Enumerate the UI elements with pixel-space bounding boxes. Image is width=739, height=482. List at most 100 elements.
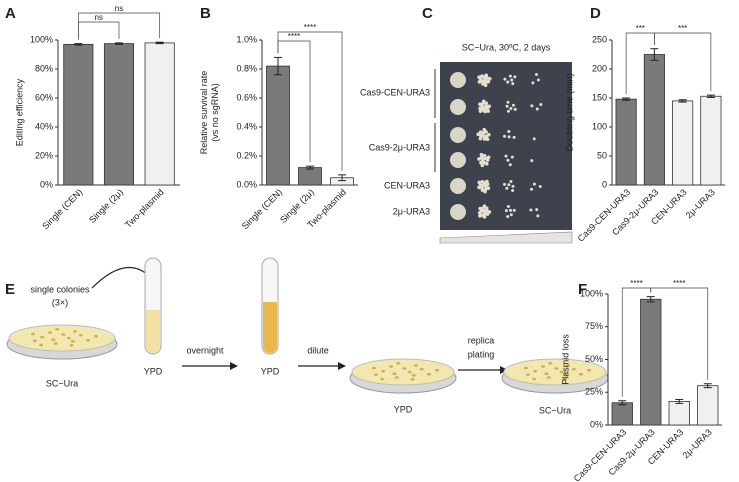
arrowhead [230,362,238,370]
colony [566,364,571,367]
spot [450,178,466,194]
error-bar [675,398,684,404]
spot-assay: C SC−Ura, 30ºC, 2 days Cas9-CEN-URA3 Cas… [360,5,573,244]
colony [536,78,540,82]
colony [484,104,489,108]
colony [481,131,486,135]
x-tick-label: Cas9-CEN-URA3 [572,427,629,482]
colony [511,188,515,192]
colony [479,133,483,138]
colony [505,104,509,108]
bar [697,385,719,426]
colony [508,208,512,212]
spot [450,152,466,168]
y-tick-label: 20% [35,150,53,160]
colony [532,377,537,381]
colony [477,157,481,161]
colony [510,155,514,159]
strain-label: Cas9-CEN-URA3 [360,87,430,97]
y-tick-label: 60% [35,92,53,102]
colony [73,330,78,333]
bar [144,42,175,186]
y-tick-label: 0.8% [236,63,257,73]
x-tick-label: 2μ-URA3 [684,187,717,220]
arrow [91,266,149,289]
panel-letter: F [578,281,587,298]
colony [530,159,534,163]
error-bar [678,99,687,103]
colony [509,213,513,217]
strain-label: Cas9-2μ-URA3 [369,142,430,152]
colony [55,327,60,331]
y-tick-label: 250 [592,34,607,44]
colony [392,372,397,376]
colony [534,73,538,77]
colony [513,75,517,79]
colony [507,130,511,134]
colony [536,214,540,218]
colony [487,76,492,81]
y-axis-label: Editing efficiency [14,78,24,146]
colony [509,106,513,110]
y-axis-label: Plasmid loss [560,334,570,385]
colony [511,184,515,188]
significance-bracket [654,32,712,92]
y-tick-label: 50 [597,150,607,160]
significance-label: **** [630,279,642,288]
colony [563,374,568,377]
colony [513,107,517,111]
colony [61,333,66,336]
error-bar [646,296,655,303]
y-tick-label: 75% [585,321,603,331]
colony [554,367,559,370]
colony [532,137,536,141]
colony [419,367,424,371]
colony [508,163,512,167]
colony [530,104,534,108]
panel-letter: B [200,5,211,22]
colony [402,367,407,370]
colony [486,109,490,113]
colony [482,137,487,141]
bar [668,401,690,426]
colony [483,109,487,114]
colony [51,338,56,342]
bar [615,98,637,186]
colony [512,135,516,139]
colony [381,369,386,373]
y-axis-label: Relative survival rate [199,71,209,155]
colony [484,101,488,105]
colony [529,208,533,212]
arrowhead [338,362,346,370]
colony [484,162,489,166]
colony [394,376,399,379]
medium-label: YPD [394,404,413,414]
colony [541,365,546,368]
error-bar [306,165,314,170]
colony [478,214,482,218]
medium-label: SC−Ura [539,405,571,415]
colony [503,77,507,81]
significance-label: **** [673,279,685,288]
y-tick-label: 25% [585,387,603,397]
colony [506,158,510,162]
medium-label: YPD [261,366,280,376]
spot [450,72,466,88]
colony [86,338,91,342]
colony [538,184,542,188]
plate [440,62,572,230]
colony [477,185,481,190]
colony [546,376,551,379]
colony [530,187,534,191]
colony [477,211,482,215]
panel-letter: D [590,5,601,22]
colony [571,367,576,371]
step-text: (3×) [52,297,68,307]
colony [535,107,539,111]
bar [63,43,94,186]
colony [487,210,492,214]
colony [66,336,71,340]
colony [482,127,487,132]
bar [672,100,694,186]
